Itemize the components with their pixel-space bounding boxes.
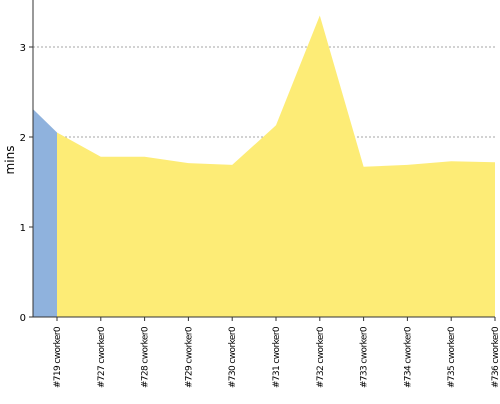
y-tick-label: 3 xyxy=(20,43,26,54)
x-tick-label: #732 cworker0 xyxy=(316,326,326,388)
x-tick-label: #727 cworker0 xyxy=(97,326,107,388)
series-area-yellow xyxy=(57,15,495,317)
axis-layer xyxy=(29,0,496,321)
x-tick-label: #730 cworker0 xyxy=(228,326,238,388)
y-tick-label: 1 xyxy=(20,223,26,234)
x-tick-label: #729 cworker0 xyxy=(184,326,194,388)
x-tick-label: #733 cworker0 xyxy=(360,326,370,388)
y-axis-label: mins xyxy=(3,146,17,175)
label-layer: 0 1 2 3 #719 cworker0 #727 cworker0 #728 cwork… xyxy=(20,43,500,388)
series-area-blue xyxy=(33,109,57,317)
y-tick-label: 2 xyxy=(20,133,26,144)
x-tick-label: #719 cworker0 xyxy=(53,326,63,388)
x-tick-label: #734 cworker0 xyxy=(403,326,413,388)
y-tick-label: 0 xyxy=(20,313,26,324)
x-tick-label: #736 cworker0 xyxy=(491,326,500,388)
x-tick-label: #731 cworker0 xyxy=(272,326,282,388)
area-layer xyxy=(33,15,495,317)
x-tick-label: #728 cworker0 xyxy=(141,326,151,388)
x-tick-label: #735 cworker0 xyxy=(447,326,457,388)
